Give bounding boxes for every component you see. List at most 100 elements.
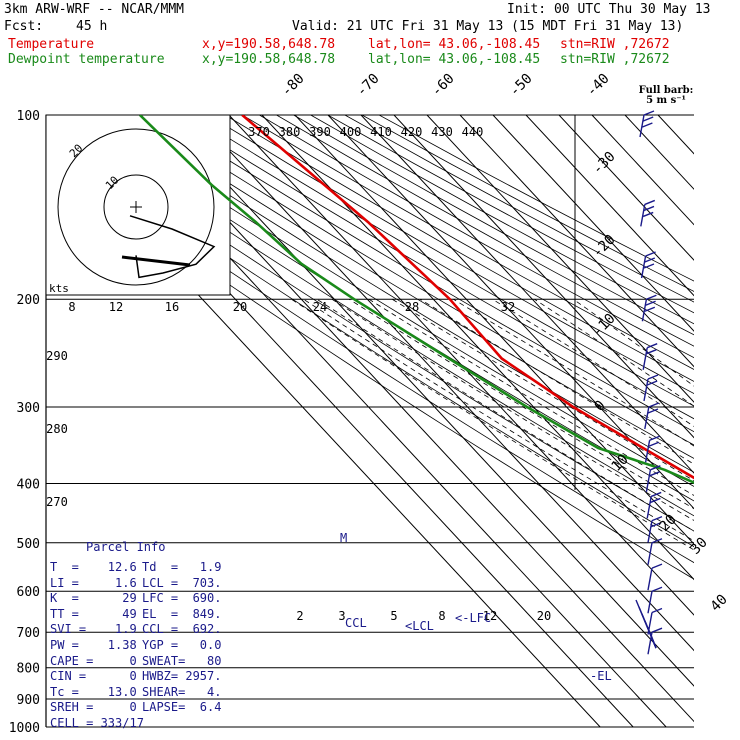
hodograph-units: kts (49, 282, 69, 295)
mixing-ratio-label: 20 (233, 300, 247, 314)
wind-barb-flag (642, 211, 654, 218)
dry-adiabat (310, 115, 694, 325)
parcel-info-cell: TT = 49 (50, 606, 137, 621)
dewpoint-station: stn=RIW ,72672 (560, 52, 670, 67)
barb-legend: Full barb: 5 m s⁻¹ (636, 86, 696, 106)
isotherm-label: -80 (279, 71, 308, 100)
moist-adiabat-label: 5 (390, 609, 397, 623)
wind-barb-staff (642, 347, 648, 370)
temperature-latlon: lat,lon= 43.06,-108.45 (368, 37, 541, 52)
annotation-lcl: <LCL (405, 619, 434, 633)
wind-barb-staff (644, 406, 650, 430)
isotherm-line (459, 115, 694, 368)
isotherm-line (195, 115, 694, 652)
parcel-info-cell: EL = 849. (142, 606, 222, 621)
wind-barb-staff (647, 520, 653, 543)
wind-barb (646, 491, 662, 519)
pressure-label: 300 (17, 401, 40, 416)
moist-adiabat-label: 8 (438, 609, 445, 623)
init-time: Init: 00 UTC Thu 30 May 13 (507, 2, 711, 17)
pressure-label: 1000 (9, 721, 40, 736)
dry-adiabat (156, 115, 694, 433)
dewpoint-legend-label: Dewpoint temperature (8, 52, 165, 67)
dry-adiabat (105, 115, 694, 473)
mixing-ratio-label: 8 (68, 300, 75, 314)
annotation-ccl: CCL (345, 616, 367, 630)
wind-barb-flag (644, 199, 656, 206)
parcel-info-cell: LAPSE= 6.4 (142, 700, 222, 715)
dry-adiabat (139, 115, 694, 446)
theta-label: 400 (340, 125, 362, 139)
moist-adiabat (316, 298, 694, 532)
theta-label: 410 (370, 125, 392, 139)
wind-barb (647, 538, 663, 565)
wind-barb-staff (647, 567, 653, 591)
dry-adiabat (378, 115, 694, 282)
moist-adiabat (303, 298, 694, 542)
dry-adiabat (46, 120, 694, 532)
wind-barb-staff (645, 469, 652, 492)
annotation-el: -EL (590, 669, 612, 683)
parcel-info-cell: LCL = 703. (142, 575, 222, 590)
wind-barb-staff (647, 591, 653, 614)
isotherm-line (426, 115, 694, 403)
theta-label: 440 (462, 125, 484, 139)
wind-barb-flag (650, 491, 662, 498)
moist-adiabat (453, 298, 694, 447)
hodograph-ring-inner (103, 174, 169, 240)
isotherm-line (558, 115, 694, 261)
wind-barb-flag (643, 263, 655, 269)
parcel-info-cell: LI = 1.6 (50, 575, 137, 590)
isotherm-line (327, 115, 694, 510)
pressure-label: 200 (17, 293, 40, 308)
wind-barb-staff (641, 299, 648, 322)
isotherm-label: -20 (590, 232, 619, 261)
dry-adiabat (259, 115, 694, 359)
wind-barb (647, 515, 663, 543)
wind-barb-flag (649, 435, 660, 441)
wind-barb-flag (651, 627, 663, 633)
wind-barb (640, 199, 656, 227)
wind-barb-flag (651, 538, 663, 544)
moist-adiabat-label: 20 (537, 609, 551, 623)
parcel-info-cell: Td = 1.9 (142, 560, 222, 574)
wind-barb-flag (643, 110, 655, 116)
wind-barb (644, 402, 660, 430)
parcel-info-cell: K = 29 (50, 591, 137, 606)
parcel-info-cell: Tc = 13.0 (50, 684, 137, 699)
parcel-info-cell: CELL = 333/17 (50, 716, 144, 730)
wind-barb-flag (648, 402, 660, 408)
isotherm-label: 20 (657, 512, 680, 535)
isotherm-line (657, 115, 694, 155)
wind-barb (641, 294, 657, 322)
forecast-hour: 45 h (76, 19, 108, 34)
wind-barb-flag (642, 116, 654, 122)
left-theta-label: 290 (46, 349, 68, 363)
parcel-info-title: Parcel Info (86, 540, 166, 554)
moist-adiabat (419, 298, 694, 465)
wind-barb-staff (639, 114, 645, 138)
wind-barb-staff (640, 204, 646, 227)
wind-barb-flag (644, 306, 656, 312)
parcel-info-cell: HWBZ= 2957. (142, 669, 222, 684)
wind-barb-flag (643, 205, 655, 212)
wind-barb-flag (646, 294, 657, 300)
isotherm-label: -60 (429, 71, 458, 100)
mixing-ratio-label: 24 (313, 300, 327, 314)
wind-barb-flag (642, 122, 653, 128)
valid-time: Valid: 21 UTC Fri 31 May 13 (15 MDT Fri … (292, 19, 684, 34)
wind-barb-flag (646, 343, 658, 349)
annotation-m: M (340, 531, 347, 545)
isotherm-line (624, 115, 694, 190)
hodograph-ring-outer (57, 128, 215, 286)
dry-adiabat (88, 115, 694, 487)
parcel-info-cell: SWEAT= 80 (142, 653, 222, 668)
dewpoint-coords: x,y=190.58,648.78 (202, 52, 336, 67)
moist-adiabat (391, 298, 694, 482)
wind-barb (644, 435, 660, 463)
parcel-info-cell: T = 12.6 (50, 560, 137, 574)
isotherm-line (591, 115, 694, 226)
wind-barb (640, 251, 656, 279)
wind-barb-flag (649, 471, 660, 477)
